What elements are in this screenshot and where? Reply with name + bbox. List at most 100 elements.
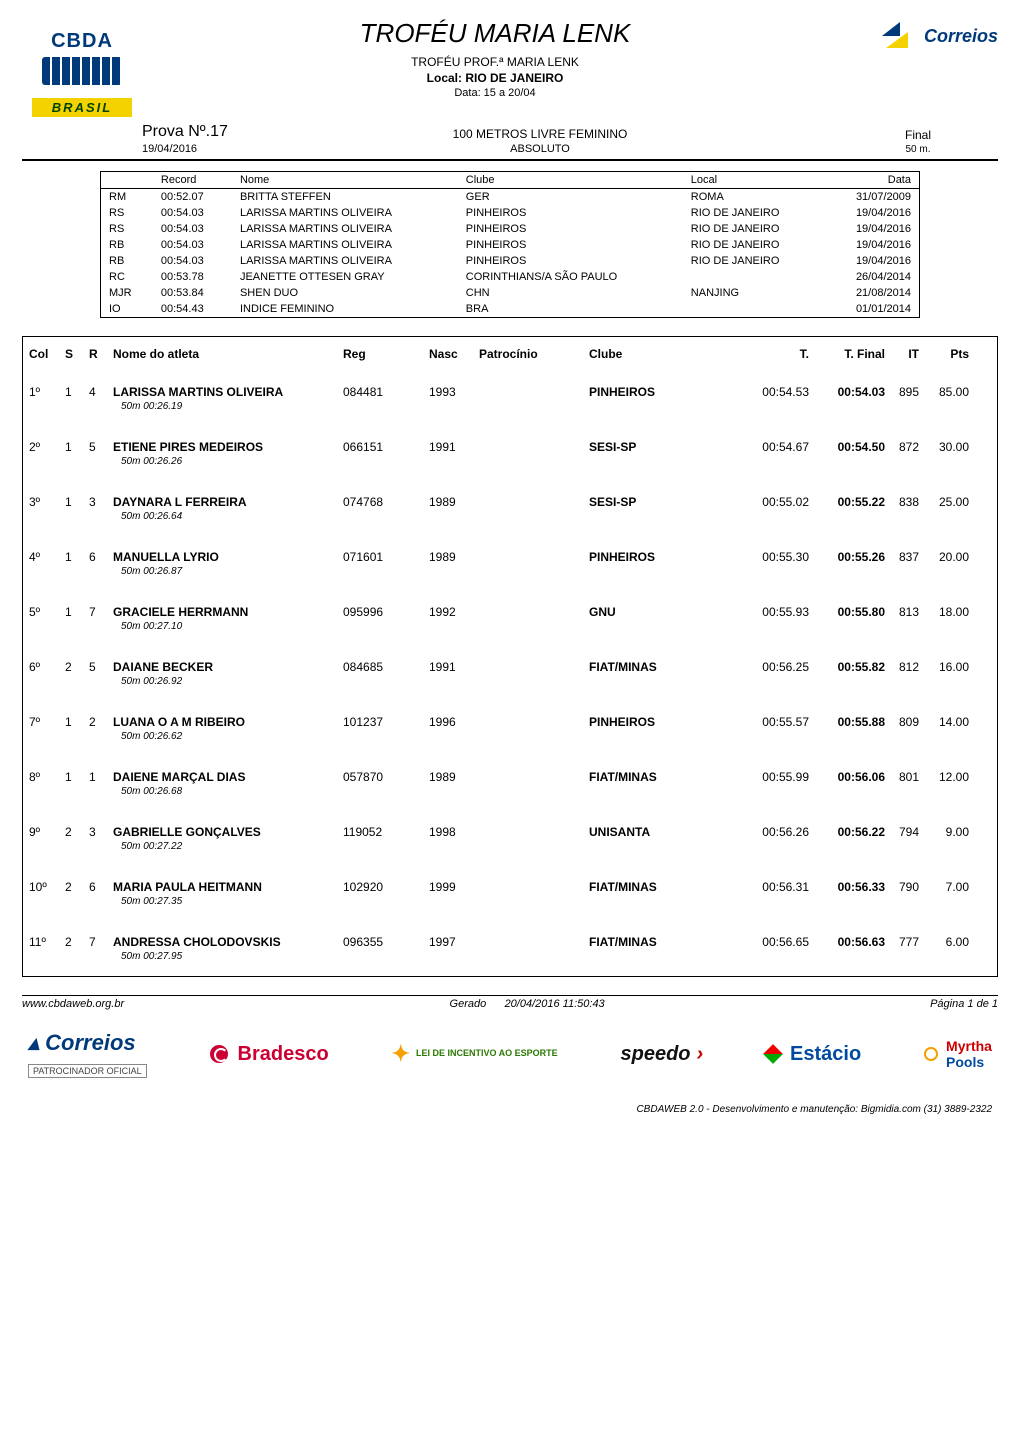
records-row: RC00:53.78JEANETTE OTTESEN GRAYCORINTHIA… bbox=[101, 269, 919, 285]
cell-t: 00:55.30 bbox=[739, 550, 809, 564]
records-cell: MJR bbox=[101, 285, 153, 301]
records-cell: RIO DE JANEIRO bbox=[683, 237, 824, 253]
result-split: 50m 00:27.35 bbox=[23, 896, 997, 921]
cell-reg: 101237 bbox=[343, 715, 429, 729]
cell-tfinal: 00:54.50 bbox=[809, 440, 885, 454]
sponsors-row: ▴ Correios PATROCINADOR OFICIAL Bradesco… bbox=[22, 1030, 998, 1078]
cell-s: 2 bbox=[65, 825, 89, 839]
cell-col: 10º bbox=[29, 880, 65, 894]
sponsor-correios: ▴ Correios PATROCINADOR OFICIAL bbox=[28, 1030, 147, 1078]
cell-s: 1 bbox=[65, 440, 89, 454]
cell-nasc: 1999 bbox=[429, 880, 479, 894]
cell-clube: PINHEIROS bbox=[589, 715, 739, 729]
correios-logo-text: Correios bbox=[924, 26, 998, 47]
cell-col: 4º bbox=[29, 550, 65, 564]
result-row: 5º17GRACIELE HERRMANN0959961992GNU00:55.… bbox=[23, 591, 997, 621]
sponsor-bradesco-text: Bradesco bbox=[238, 1043, 329, 1066]
prova-date: 19/04/2016 bbox=[142, 143, 242, 155]
h-tfinal: T. Final bbox=[809, 347, 885, 361]
result-split: 50m 00:26.19 bbox=[23, 401, 997, 426]
cell-clube: FIAT/MINAS bbox=[589, 660, 739, 674]
result-row: 2º15ETIENE PIRES MEDEIROS0661511991SESI-… bbox=[23, 426, 997, 456]
records-cell bbox=[683, 301, 824, 317]
cell-clube: FIAT/MINAS bbox=[589, 770, 739, 784]
result-split: 50m 00:26.26 bbox=[23, 456, 997, 481]
records-cell: 19/04/2016 bbox=[823, 253, 919, 269]
meta-center: 100 METROS LIVRE FEMININO ABSOLUTO bbox=[242, 127, 838, 155]
cell-nasc: 1997 bbox=[429, 935, 479, 949]
cell-s: 1 bbox=[65, 605, 89, 619]
records-row: RS00:54.03LARISSA MARTINS OLIVEIRAPINHEI… bbox=[101, 205, 919, 221]
records-cell: PINHEIROS bbox=[458, 205, 683, 221]
cell-reg: 119052 bbox=[343, 825, 429, 839]
records-col-blank bbox=[101, 172, 153, 189]
cell-pts: 16.00 bbox=[919, 660, 969, 674]
records-cell: NANJING bbox=[683, 285, 824, 301]
cell-clube: PINHEIROS bbox=[589, 385, 739, 399]
records-cell: 19/04/2016 bbox=[823, 205, 919, 221]
sponsor-lei-text: LEI DE INCENTIVO AO ESPORTE bbox=[416, 1049, 558, 1059]
result-split: 50m 00:26.92 bbox=[23, 676, 997, 701]
logo-federation: CBDA BRASIL bbox=[22, 18, 142, 117]
cell-reg: 084685 bbox=[343, 660, 429, 674]
records-cell: INDICE FEMININO bbox=[232, 301, 458, 317]
records-cell: 00:54.03 bbox=[153, 221, 232, 237]
records-cell: CHN bbox=[458, 285, 683, 301]
result-row: 7º12LUANA O A M RIBEIRO1012371996PINHEIR… bbox=[23, 701, 997, 731]
cell-t: 00:55.99 bbox=[739, 770, 809, 784]
records-cell bbox=[683, 269, 824, 285]
cell-it: 790 bbox=[885, 880, 919, 894]
result-row: 10º26MARIA PAULA HEITMANN1029201999FIAT/… bbox=[23, 866, 997, 896]
footer-site: www.cbdaweb.org.br bbox=[22, 998, 124, 1010]
sponsor-correios-text: ▴ Correios bbox=[28, 1030, 136, 1056]
cell-tfinal: 00:55.26 bbox=[809, 550, 885, 564]
cell-col: 8º bbox=[29, 770, 65, 784]
sponsor-lei: ✦ LEI DE INCENTIVO AO ESPORTE bbox=[392, 1042, 558, 1066]
cell-nome: DAIANE BECKER bbox=[113, 660, 343, 674]
records-cell: 00:54.03 bbox=[153, 237, 232, 253]
event-category: ABSOLUTO bbox=[242, 143, 838, 155]
cell-r: 3 bbox=[89, 495, 113, 509]
records-cell: 00:54.03 bbox=[153, 205, 232, 221]
sponsor-estacio: Estácio bbox=[766, 1043, 861, 1066]
footer-tiny: CBDAWEB 2.0 - Desenvolvimento e manutenç… bbox=[22, 1104, 998, 1115]
result-row: 9º23GABRIELLE GONÇALVES1190521998UNISANT… bbox=[23, 811, 997, 841]
cell-nasc: 1996 bbox=[429, 715, 479, 729]
records-cell: 26/04/2014 bbox=[823, 269, 919, 285]
pool-length: 50 m. bbox=[838, 144, 998, 155]
cell-pts: 9.00 bbox=[919, 825, 969, 839]
records-cell: RIO DE JANEIRO bbox=[683, 253, 824, 269]
sponsor-myrtha: Myrtha Pools bbox=[924, 1038, 992, 1070]
records-cell: 31/07/2009 bbox=[823, 189, 919, 206]
cell-tfinal: 00:56.06 bbox=[809, 770, 885, 784]
cell-t: 00:54.67 bbox=[739, 440, 809, 454]
result-row: 8º11DAIENE MARÇAL DIAS0578701989FIAT/MIN… bbox=[23, 756, 997, 786]
records-col-clube: Clube bbox=[458, 172, 683, 189]
cell-pts: 14.00 bbox=[919, 715, 969, 729]
cell-it: 837 bbox=[885, 550, 919, 564]
result-split: 50m 00:27.10 bbox=[23, 621, 997, 646]
cbda-logo-lanes-icon bbox=[42, 57, 122, 85]
cell-clube: FIAT/MINAS bbox=[589, 935, 739, 949]
records-box: Record Nome Clube Local Data RM00:52.07B… bbox=[100, 171, 920, 318]
cell-tfinal: 00:55.22 bbox=[809, 495, 885, 509]
footer-gerado: Gerado 20/04/2016 11:50:43 bbox=[450, 998, 605, 1010]
cell-col: 5º bbox=[29, 605, 65, 619]
cell-t: 00:56.65 bbox=[739, 935, 809, 949]
cbda-logo: CBDA bbox=[32, 18, 132, 96]
records-table: Record Nome Clube Local Data RM00:52.07B… bbox=[101, 172, 919, 317]
bradesco-dot-icon bbox=[210, 1045, 228, 1063]
records-cell: CORINTHIANS/A SÃO PAULO bbox=[458, 269, 683, 285]
cell-nasc: 1989 bbox=[429, 550, 479, 564]
result-split: 50m 00:26.64 bbox=[23, 511, 997, 536]
cell-col: 9º bbox=[29, 825, 65, 839]
sponsor-bradesco: Bradesco bbox=[210, 1043, 329, 1066]
cell-s: 2 bbox=[65, 880, 89, 894]
cell-t: 00:55.57 bbox=[739, 715, 809, 729]
records-cell: PINHEIROS bbox=[458, 253, 683, 269]
sponsor-estacio-text: Estácio bbox=[790, 1043, 861, 1066]
cell-s: 2 bbox=[65, 935, 89, 949]
cell-reg: 084481 bbox=[343, 385, 429, 399]
cell-nome: DAYNARA L FERREIRA bbox=[113, 495, 343, 509]
cell-col: 6º bbox=[29, 660, 65, 674]
